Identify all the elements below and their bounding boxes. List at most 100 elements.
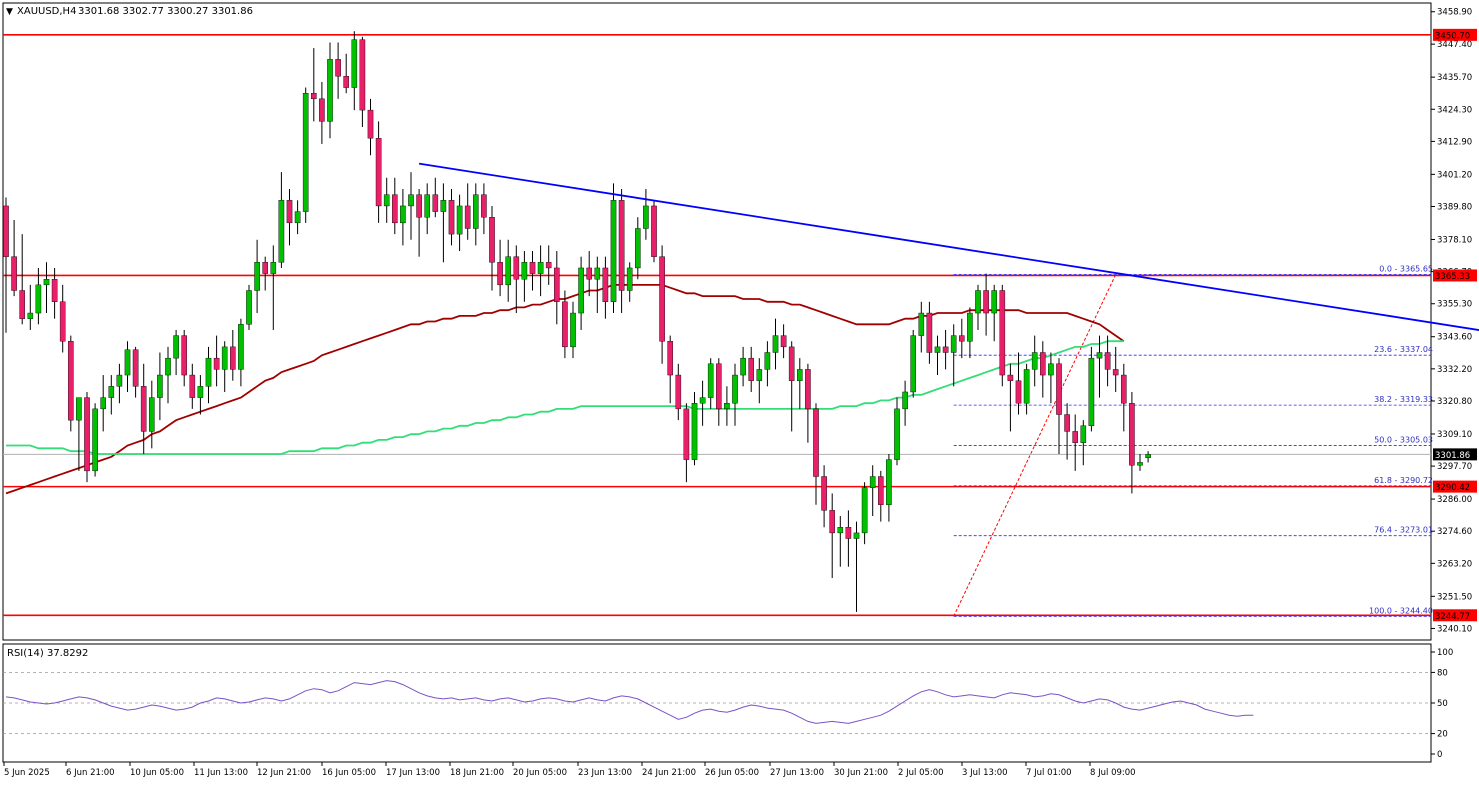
price-label-box — [1433, 28, 1477, 41]
candle-body — [1007, 374, 1014, 381]
candle — [853, 521, 860, 612]
candle-body — [829, 510, 835, 534]
time-axis-label: 16 Jun 05:00 — [322, 768, 376, 778]
rsi-header: RSI(14) 37.8292 — [7, 648, 88, 659]
candle-body — [950, 335, 957, 353]
candle-body — [659, 256, 665, 342]
candle-body — [408, 194, 414, 207]
candle — [837, 515, 844, 567]
candle — [902, 380, 908, 426]
candle-body — [797, 369, 803, 381]
candle — [51, 267, 58, 319]
candle-body — [278, 200, 285, 263]
candle — [262, 256, 269, 291]
candle — [67, 335, 74, 432]
candle — [942, 329, 949, 370]
candle — [699, 380, 706, 426]
candle-body — [400, 205, 406, 224]
candle-body — [594, 267, 601, 280]
candle-body — [1015, 380, 1022, 404]
candle-body — [764, 352, 771, 370]
candle — [375, 121, 382, 223]
candle — [675, 363, 682, 421]
candle — [392, 177, 398, 235]
candle — [100, 375, 106, 432]
candle — [691, 391, 698, 466]
candle — [400, 189, 406, 246]
candle — [562, 290, 568, 359]
price-label-box — [1433, 480, 1477, 493]
candle-body — [748, 357, 754, 381]
candle-body — [999, 290, 1006, 376]
candle — [869, 465, 876, 516]
candle-body — [3, 205, 9, 257]
candle — [294, 200, 301, 235]
candle-body — [602, 267, 609, 302]
candle-body — [481, 194, 487, 218]
candle — [335, 42, 341, 99]
price-axis-label: 3458.90 — [1437, 8, 1472, 18]
candle-body — [886, 459, 892, 505]
candle — [489, 205, 495, 291]
candle — [926, 301, 933, 364]
candle — [910, 329, 916, 398]
candle — [140, 363, 147, 454]
candle-body — [375, 138, 382, 207]
price-axis-label: 3412.90 — [1437, 137, 1472, 147]
candle — [845, 510, 852, 567]
candle — [513, 245, 520, 314]
candle — [1112, 346, 1119, 392]
candle — [537, 245, 544, 297]
fibonacci-level-label: 0.0 - 3365.65 — [1379, 265, 1433, 274]
candle — [894, 397, 900, 466]
time-axis-label: 12 Jun 21:00 — [257, 768, 311, 778]
candle — [1015, 352, 1022, 415]
candle-body — [1048, 363, 1054, 376]
candle-body — [626, 267, 633, 291]
rsi-axis-label: 0 — [1437, 750, 1442, 760]
candle-body — [221, 346, 228, 370]
candle — [1096, 335, 1103, 398]
candle — [43, 262, 50, 314]
fibonacci-level-label: 100.0 - 3244.40 — [1369, 606, 1433, 615]
price-axis-label: 3309.10 — [1437, 430, 1472, 440]
candle-body — [43, 279, 50, 286]
candle-body — [27, 312, 34, 319]
candle — [1072, 414, 1078, 471]
time-axis-label: 20 Jun 05:00 — [513, 768, 567, 778]
candle-body — [1104, 352, 1111, 370]
candle-body — [724, 403, 730, 410]
candle-body — [124, 349, 131, 376]
candle — [238, 318, 244, 387]
price-axis-label: 3401.20 — [1437, 170, 1472, 180]
time-axis-label: 7 Jul 01:00 — [1026, 768, 1072, 778]
time-axis-label: 17 Jun 13:00 — [386, 768, 440, 778]
candle — [197, 375, 204, 415]
candle — [205, 346, 212, 404]
candle-body — [440, 200, 447, 212]
candle — [772, 318, 779, 370]
candle-body — [505, 256, 512, 286]
fibonacci-level-label: 38.2 - 3319.33 — [1374, 395, 1433, 404]
candle — [1064, 403, 1070, 460]
candle-body — [1039, 352, 1046, 376]
price-axis-label: 3263.20 — [1437, 559, 1472, 569]
header-arrow-icon[interactable]: ▼ — [6, 7, 13, 17]
candle-body — [100, 397, 106, 410]
candle-body — [610, 200, 617, 302]
candle — [132, 346, 139, 398]
candle — [497, 239, 503, 297]
candle-body — [707, 363, 714, 398]
candle — [278, 172, 285, 268]
candle — [92, 403, 98, 477]
candle — [861, 482, 868, 545]
candle-body — [975, 290, 981, 314]
candle-body — [545, 262, 552, 269]
candle-body — [383, 194, 390, 207]
candle-body — [691, 403, 698, 460]
candle-body — [489, 217, 495, 263]
candle-body — [756, 369, 763, 381]
candle-body — [67, 341, 74, 421]
candle-body — [456, 205, 463, 235]
candle — [950, 324, 957, 387]
